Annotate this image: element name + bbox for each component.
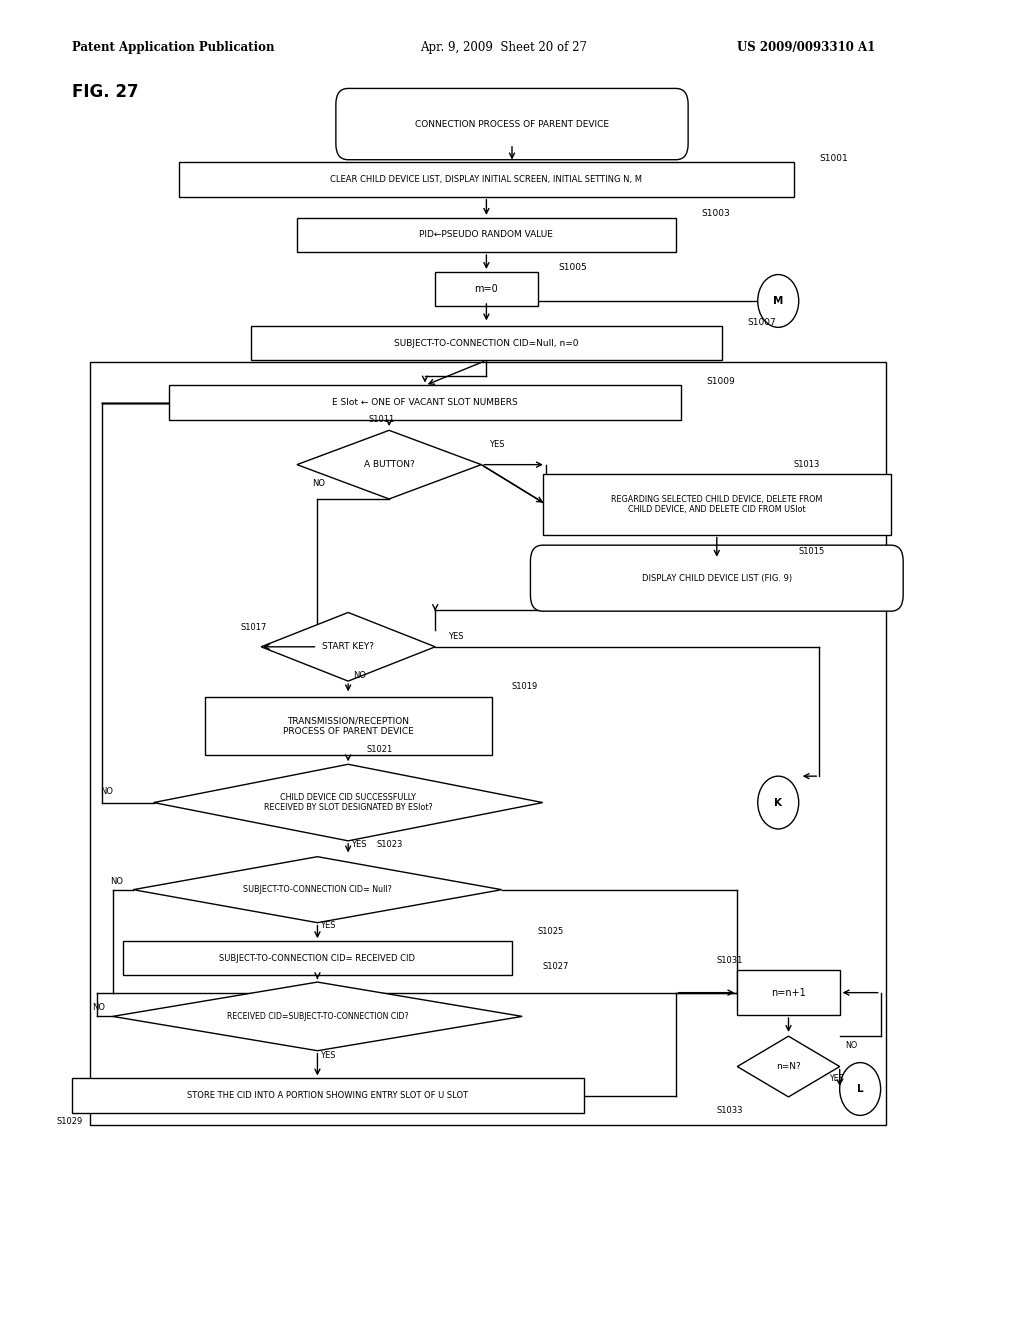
Text: S1003: S1003: [701, 210, 730, 218]
Text: S1019: S1019: [512, 682, 539, 690]
Text: S1009: S1009: [707, 378, 735, 385]
Text: m=0: m=0: [474, 284, 499, 294]
Circle shape: [840, 1063, 881, 1115]
Polygon shape: [297, 430, 481, 499]
Circle shape: [758, 776, 799, 829]
Text: YES: YES: [489, 441, 505, 449]
Bar: [169, 385, 681, 420]
Bar: [251, 326, 722, 360]
Bar: [90, 362, 886, 1125]
Text: Patent Application Publication: Patent Application Publication: [72, 41, 274, 54]
Text: REGARDING SELECTED CHILD DEVICE, DELETE FROM
CHILD DEVICE, AND DELETE CID FROM U: REGARDING SELECTED CHILD DEVICE, DELETE …: [611, 495, 822, 513]
Text: YES: YES: [351, 841, 367, 849]
Polygon shape: [133, 857, 502, 923]
Text: US 2009/0093310 A1: US 2009/0093310 A1: [737, 41, 876, 54]
Text: CONNECTION PROCESS OF PARENT DEVICE: CONNECTION PROCESS OF PARENT DEVICE: [415, 120, 609, 128]
Text: S1015: S1015: [799, 548, 825, 556]
Text: n=n+1: n=n+1: [771, 987, 806, 998]
Bar: [123, 941, 512, 975]
Text: K: K: [774, 797, 782, 808]
Text: S1025: S1025: [538, 928, 564, 936]
Text: CHILD DEVICE CID SUCCESSFULLY
RECEIVED BY SLOT DESIGNATED BY ESlot?: CHILD DEVICE CID SUCCESSFULLY RECEIVED B…: [264, 793, 432, 812]
Text: S1021: S1021: [367, 746, 393, 754]
Text: PID←PSEUDO RANDOM VALUE: PID←PSEUDO RANDOM VALUE: [420, 231, 553, 239]
Text: S1017: S1017: [241, 623, 267, 631]
Text: S1007: S1007: [748, 318, 776, 326]
Text: STORE THE CID INTO A PORTION SHOWING ENTRY SLOT OF U SLOT: STORE THE CID INTO A PORTION SHOWING ENT…: [187, 1092, 468, 1100]
Bar: [72, 1078, 584, 1113]
Text: YES: YES: [321, 1052, 336, 1060]
Text: NO: NO: [111, 878, 124, 886]
FancyBboxPatch shape: [530, 545, 903, 611]
Text: START KEY?: START KEY?: [323, 643, 374, 651]
Text: SUBJECT-TO-CONNECTION CID=Null, n=0: SUBJECT-TO-CONNECTION CID=Null, n=0: [394, 339, 579, 347]
Text: M: M: [773, 296, 783, 306]
Polygon shape: [113, 982, 522, 1051]
Text: NO: NO: [92, 1003, 105, 1011]
Polygon shape: [154, 764, 543, 841]
FancyBboxPatch shape: [336, 88, 688, 160]
Text: S1031: S1031: [717, 957, 743, 965]
Text: n=N?: n=N?: [776, 1063, 801, 1071]
Polygon shape: [261, 612, 435, 681]
Bar: [179, 162, 794, 197]
Text: SUBJECT-TO-CONNECTION CID= Null?: SUBJECT-TO-CONNECTION CID= Null?: [243, 886, 392, 894]
Text: FIG. 27: FIG. 27: [72, 83, 138, 102]
Text: NO: NO: [353, 672, 367, 680]
Text: S1013: S1013: [794, 461, 820, 469]
Text: YES: YES: [829, 1074, 845, 1082]
Text: Apr. 9, 2009  Sheet 20 of 27: Apr. 9, 2009 Sheet 20 of 27: [420, 41, 587, 54]
Text: E Slot ← ONE OF VACANT SLOT NUMBERS: E Slot ← ONE OF VACANT SLOT NUMBERS: [332, 399, 518, 407]
Circle shape: [758, 275, 799, 327]
Text: YES: YES: [321, 921, 336, 929]
Bar: [205, 697, 492, 755]
Text: YES: YES: [449, 632, 464, 640]
Bar: [435, 272, 538, 306]
Text: NO: NO: [312, 479, 326, 487]
Text: TRANSMISSION/RECEPTION
PROCESS OF PARENT DEVICE: TRANSMISSION/RECEPTION PROCESS OF PARENT…: [283, 717, 414, 735]
Text: S1001: S1001: [819, 154, 848, 162]
Text: S1033: S1033: [717, 1106, 743, 1114]
Text: S1023: S1023: [377, 841, 403, 849]
Text: S1027: S1027: [543, 962, 569, 970]
Text: NO: NO: [845, 1041, 857, 1049]
Text: L: L: [857, 1084, 863, 1094]
Text: RECEIVED CID=SUBJECT-TO-CONNECTION CID?: RECEIVED CID=SUBJECT-TO-CONNECTION CID?: [226, 1012, 409, 1020]
Bar: [737, 970, 840, 1015]
Text: S1029: S1029: [56, 1118, 83, 1126]
Text: A BUTTON?: A BUTTON?: [364, 461, 415, 469]
Text: SUBJECT-TO-CONNECTION CID= RECEIVED CID: SUBJECT-TO-CONNECTION CID= RECEIVED CID: [219, 954, 416, 962]
Polygon shape: [737, 1036, 840, 1097]
Text: S1011: S1011: [369, 416, 395, 424]
Bar: [297, 218, 676, 252]
Text: NO: NO: [100, 788, 114, 796]
Bar: [543, 474, 891, 535]
Text: S1005: S1005: [558, 264, 587, 272]
Text: CLEAR CHILD DEVICE LIST, DISPLAY INITIAL SCREEN, INITIAL SETTING N, M: CLEAR CHILD DEVICE LIST, DISPLAY INITIAL…: [331, 176, 642, 183]
Text: DISPLAY CHILD DEVICE LIST (FIG. 9): DISPLAY CHILD DEVICE LIST (FIG. 9): [642, 574, 792, 582]
